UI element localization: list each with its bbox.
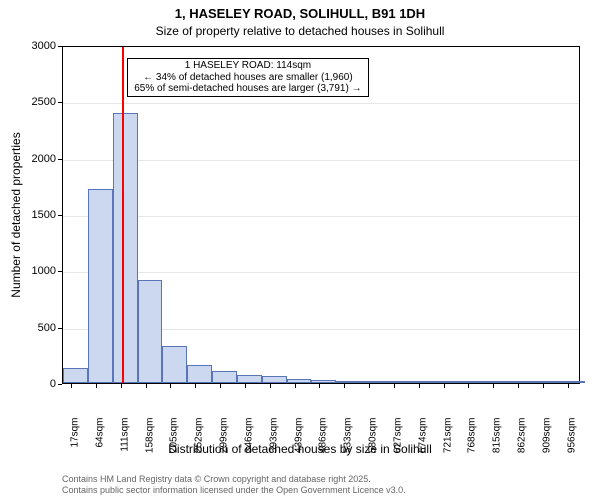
histogram-bar bbox=[88, 189, 113, 383]
x-tick-label: 721sqm bbox=[442, 418, 453, 468]
histogram-bar bbox=[560, 381, 585, 383]
y-tick-label: 500 bbox=[38, 322, 56, 334]
gridline bbox=[63, 216, 579, 217]
x-tick-mark bbox=[543, 384, 544, 388]
histogram-bar bbox=[336, 381, 361, 383]
y-tick-label: 1500 bbox=[32, 209, 56, 221]
histogram-bar bbox=[113, 113, 138, 383]
y-tick-label: 1000 bbox=[32, 265, 56, 277]
x-tick-mark bbox=[518, 384, 519, 388]
histogram-bar bbox=[287, 379, 312, 384]
x-tick-mark bbox=[319, 384, 320, 388]
y-tick-mark bbox=[58, 102, 62, 103]
y-tick-label: 3000 bbox=[32, 40, 56, 52]
x-tick-mark bbox=[344, 384, 345, 388]
x-tick-mark bbox=[419, 384, 420, 388]
x-tick-mark bbox=[270, 384, 271, 388]
x-tick-mark bbox=[394, 384, 395, 388]
x-tick-label: 768sqm bbox=[467, 418, 478, 468]
x-tick-label: 111sqm bbox=[119, 418, 130, 468]
x-tick-label: 627sqm bbox=[392, 418, 403, 468]
x-tick-mark bbox=[195, 384, 196, 388]
histogram-bar bbox=[535, 381, 560, 383]
chart-title-line1: 1, HASELEY ROAD, SOLIHULL, B91 1DH bbox=[0, 6, 600, 21]
x-tick-mark bbox=[146, 384, 147, 388]
y-tick-mark bbox=[58, 384, 62, 385]
x-tick-mark bbox=[468, 384, 469, 388]
gridline bbox=[63, 103, 579, 104]
x-tick-mark bbox=[444, 384, 445, 388]
histogram-bar bbox=[63, 368, 88, 383]
y-tick-mark bbox=[58, 159, 62, 160]
callout-line: 65% of semi-detached houses are larger (… bbox=[134, 83, 361, 95]
gridline bbox=[63, 272, 579, 273]
x-tick-label: 64sqm bbox=[94, 418, 105, 468]
callout-line: 1 HASELEY ROAD: 114sqm bbox=[134, 60, 361, 72]
histogram-bar bbox=[361, 381, 386, 383]
histogram-bar bbox=[237, 375, 262, 383]
x-tick-label: 815sqm bbox=[492, 418, 503, 468]
x-tick-label: 956sqm bbox=[566, 418, 577, 468]
y-tick-label: 2500 bbox=[32, 96, 56, 108]
x-tick-label: 486sqm bbox=[318, 418, 329, 468]
y-tick-mark bbox=[58, 46, 62, 47]
histogram-bar bbox=[212, 371, 237, 383]
x-tick-mark bbox=[568, 384, 569, 388]
x-tick-label: 17sqm bbox=[69, 418, 80, 468]
histogram-bar bbox=[411, 381, 436, 383]
histogram-bar bbox=[510, 381, 535, 383]
y-tick-label: 0 bbox=[50, 378, 56, 390]
y-tick-label: 2000 bbox=[32, 153, 56, 165]
x-tick-label: 205sqm bbox=[169, 418, 180, 468]
y-tick-mark bbox=[58, 271, 62, 272]
footer-line2: Contains public sector information licen… bbox=[62, 485, 406, 495]
x-tick-label: 580sqm bbox=[368, 418, 379, 468]
histogram-bar bbox=[187, 365, 212, 383]
property-callout: 1 HASELEY ROAD: 114sqm← 34% of detached … bbox=[127, 58, 368, 96]
histogram-bar bbox=[436, 381, 461, 383]
y-axis-label: Number of detached properties bbox=[9, 132, 23, 297]
x-tick-label: 346sqm bbox=[243, 418, 254, 468]
x-tick-mark bbox=[493, 384, 494, 388]
x-tick-label: 909sqm bbox=[542, 418, 553, 468]
property-marker-line bbox=[122, 47, 124, 383]
x-tick-mark bbox=[71, 384, 72, 388]
histogram-bar bbox=[460, 381, 485, 383]
gridline bbox=[63, 160, 579, 161]
x-tick-mark bbox=[96, 384, 97, 388]
x-tick-label: 674sqm bbox=[417, 418, 428, 468]
x-tick-mark bbox=[170, 384, 171, 388]
x-tick-mark bbox=[121, 384, 122, 388]
histogram-bar bbox=[262, 376, 287, 383]
histogram-bar bbox=[485, 381, 510, 383]
x-tick-label: 299sqm bbox=[219, 418, 230, 468]
y-tick-mark bbox=[58, 215, 62, 216]
chart-title-line2: Size of property relative to detached ho… bbox=[0, 24, 600, 38]
x-tick-label: 393sqm bbox=[268, 418, 279, 468]
x-tick-label: 533sqm bbox=[343, 418, 354, 468]
histogram-bar bbox=[138, 280, 163, 383]
footer-line1: Contains HM Land Registry data © Crown c… bbox=[62, 474, 371, 484]
histogram-bar bbox=[311, 380, 336, 383]
x-tick-mark bbox=[245, 384, 246, 388]
x-tick-label: 439sqm bbox=[293, 418, 304, 468]
x-tick-label: 158sqm bbox=[144, 418, 155, 468]
callout-line: ← 34% of detached houses are smaller (1,… bbox=[134, 72, 361, 84]
chart-container: 1, HASELEY ROAD, SOLIHULL, B91 1DH Size … bbox=[0, 0, 600, 500]
x-tick-label: 252sqm bbox=[194, 418, 205, 468]
x-tick-mark bbox=[220, 384, 221, 388]
x-tick-mark bbox=[295, 384, 296, 388]
x-tick-label: 862sqm bbox=[517, 418, 528, 468]
histogram-bar bbox=[386, 381, 411, 383]
x-tick-mark bbox=[369, 384, 370, 388]
plot-area: 1 HASELEY ROAD: 114sqm← 34% of detached … bbox=[62, 46, 580, 384]
histogram-bar bbox=[162, 346, 187, 383]
y-tick-mark bbox=[58, 328, 62, 329]
